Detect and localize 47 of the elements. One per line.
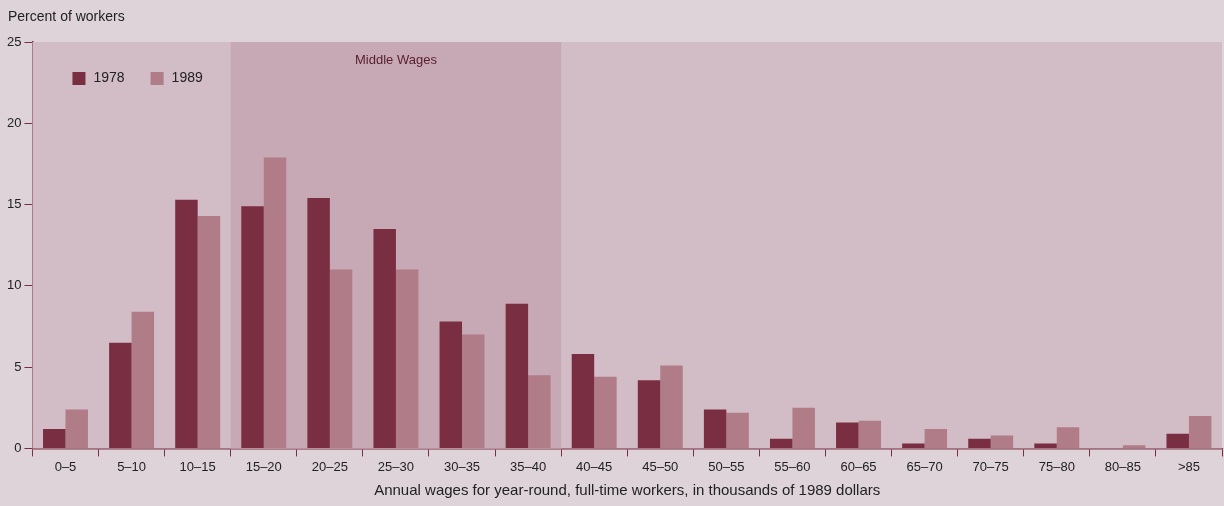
legend-label: 1989 bbox=[171, 68, 203, 85]
x-tick-label: 40–45 bbox=[576, 458, 613, 474]
legend-label: 1978 bbox=[93, 68, 125, 85]
bar bbox=[1056, 427, 1080, 448]
x-tick-label: 80–85 bbox=[1104, 458, 1141, 474]
x-tick-label: 70–75 bbox=[972, 458, 1009, 474]
x-tick-label: 5–10 bbox=[117, 458, 147, 474]
y-tick-label: 25 bbox=[6, 33, 22, 49]
x-axis-title: Annual wages for year-round, full-time workers, in thousands of 1989 dollars bbox=[374, 481, 881, 499]
x-tick-label: 0–5 bbox=[54, 458, 77, 474]
y-tick-label: 20 bbox=[6, 114, 22, 130]
y-tick-label: 0 bbox=[14, 439, 22, 455]
x-tick-label: >85 bbox=[1177, 458, 1200, 474]
x-tick-label: 15–20 bbox=[245, 458, 282, 474]
y-tick-label: 10 bbox=[6, 277, 22, 293]
band-label: Middle Wages bbox=[354, 52, 438, 68]
bar bbox=[329, 269, 353, 448]
bar bbox=[792, 407, 815, 448]
x-tick-label: 20–25 bbox=[311, 458, 348, 474]
x-tick-label: 30–35 bbox=[443, 458, 481, 474]
bar bbox=[65, 409, 88, 448]
bar bbox=[1122, 445, 1146, 448]
bar bbox=[528, 375, 551, 448]
bar bbox=[1188, 415, 1212, 448]
bar bbox=[726, 412, 749, 448]
y-tick-label: 5 bbox=[14, 358, 22, 374]
x-tick-label: 25–30 bbox=[377, 458, 415, 474]
bar bbox=[462, 334, 485, 448]
bar bbox=[395, 269, 419, 448]
x-tick-label: 50–55 bbox=[708, 458, 745, 474]
bar bbox=[197, 215, 221, 448]
bar bbox=[263, 157, 287, 448]
y-tick-label: 15 bbox=[6, 196, 22, 212]
x-tick-label: 10–15 bbox=[179, 458, 216, 474]
bar bbox=[924, 428, 948, 448]
x-tick-label: 45–50 bbox=[642, 458, 679, 474]
x-tick-label: 75–80 bbox=[1038, 458, 1075, 474]
bar bbox=[990, 435, 1014, 448]
bar bbox=[660, 365, 683, 448]
x-tick-label: 60–65 bbox=[840, 458, 877, 474]
x-tick-label: 65–70 bbox=[906, 458, 943, 474]
bar bbox=[594, 376, 617, 448]
bar bbox=[858, 420, 881, 448]
x-tick-label: 35–40 bbox=[510, 458, 547, 474]
y-axis-title: Percent of workers bbox=[8, 7, 125, 24]
x-tick-label: 55–60 bbox=[774, 458, 811, 474]
bar bbox=[131, 311, 155, 448]
